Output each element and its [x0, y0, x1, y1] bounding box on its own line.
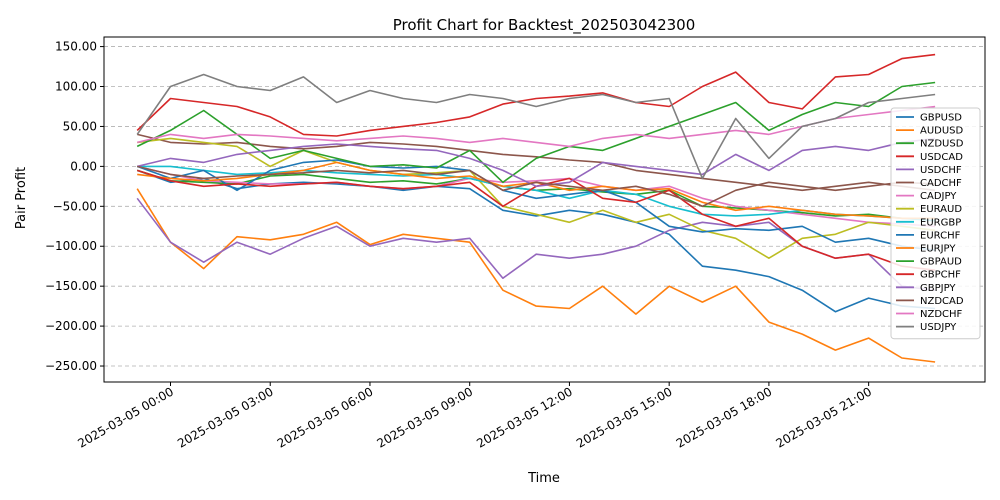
series-lines — [136, 53, 936, 363]
x-tick-label: 2025-03-05 06:00 — [275, 384, 376, 450]
series-line-usdcad — [136, 53, 936, 137]
series-line-audusd — [136, 188, 936, 363]
series-line-cadjpy — [137, 165, 936, 228]
legend-label: GBPCHF — [920, 270, 961, 281]
x-tick-label: 2025-03-05 00:00 — [75, 384, 176, 450]
legend-label: GBPAUD — [920, 257, 962, 268]
y-axis: 150.00 100.00 50.00 0.00 −50.00 −100.00 −150.0… — [45, 40, 104, 373]
y-tick-label: 0.00 — [70, 159, 97, 173]
series-line-usdjpy — [136, 73, 936, 180]
series-line-gbpusd — [136, 169, 936, 313]
legend-label: GBPUSD — [920, 113, 962, 124]
legend-box — [890, 107, 981, 340]
legend-label: USDCAD — [920, 152, 963, 163]
x-tick-label: 2025-03-05 03:00 — [175, 384, 276, 450]
y-axis-label: Pair Profit — [14, 167, 29, 229]
legend-label: CADJPY — [920, 191, 957, 202]
x-tick-label: 2025-03-05 18:00 — [674, 384, 775, 450]
y-tick-label: −50.00 — [53, 199, 97, 213]
legend: GBPUSD AUDUSD NZDUSD USDCAD USDCHF CADCHF CADJ… — [890, 107, 981, 340]
series-line-euraud — [137, 137, 936, 260]
series-line-eurchf — [136, 159, 936, 251]
legend-label: EURGBP — [920, 217, 961, 228]
legend-label: EURAUD — [920, 204, 962, 215]
x-tick-label: 2025-03-05 15:00 — [574, 384, 675, 450]
x-axis-label: Time — [527, 471, 560, 486]
x-tick-label: 2025-03-05 09:00 — [375, 384, 476, 450]
legend-label: USDCHF — [920, 165, 962, 176]
legend-label: CADCHF — [920, 178, 962, 189]
series-line-gbpchf — [136, 169, 936, 271]
y-tick-label: −250.00 — [45, 359, 97, 373]
legend-label: NZDCAD — [920, 296, 964, 307]
y-tick-label: −200.00 — [45, 319, 97, 333]
series-line-cadchf — [137, 133, 936, 192]
x-tick-label: 2025-03-05 12:00 — [474, 384, 575, 450]
x-axis: 2025-03-05 00:00 2025-03-05 03:00 2025-03-… — [75, 382, 874, 451]
legend-label: EURCHF — [920, 230, 961, 241]
series-line-gbpaud — [136, 81, 936, 184]
legend-label: AUDUSD — [920, 126, 964, 137]
y-tick-label: −100.00 — [45, 239, 97, 253]
legend-label: GBPJPY — [920, 283, 956, 294]
legend-label: USDJPY — [920, 322, 957, 333]
legend-label: NZDCHF — [920, 309, 963, 320]
y-gridlines — [104, 46, 985, 367]
series-line-gbpjpy — [137, 137, 936, 188]
series-line-nzdcad — [137, 165, 936, 208]
plot-area-frame — [103, 36, 986, 383]
y-tick-label: 50.00 — [63, 119, 97, 133]
legend-label: NZDUSD — [920, 139, 964, 150]
y-tick-label: 100.00 — [55, 80, 97, 94]
y-tick-label: −150.00 — [45, 279, 97, 293]
x-tick-label: 2025-03-05 21:00 — [773, 384, 874, 450]
chart-title: Profit Chart for Backtest_202503042300 — [393, 16, 696, 35]
y-tick-label: 150.00 — [55, 40, 97, 54]
legend-label: EURJPY — [920, 244, 956, 255]
